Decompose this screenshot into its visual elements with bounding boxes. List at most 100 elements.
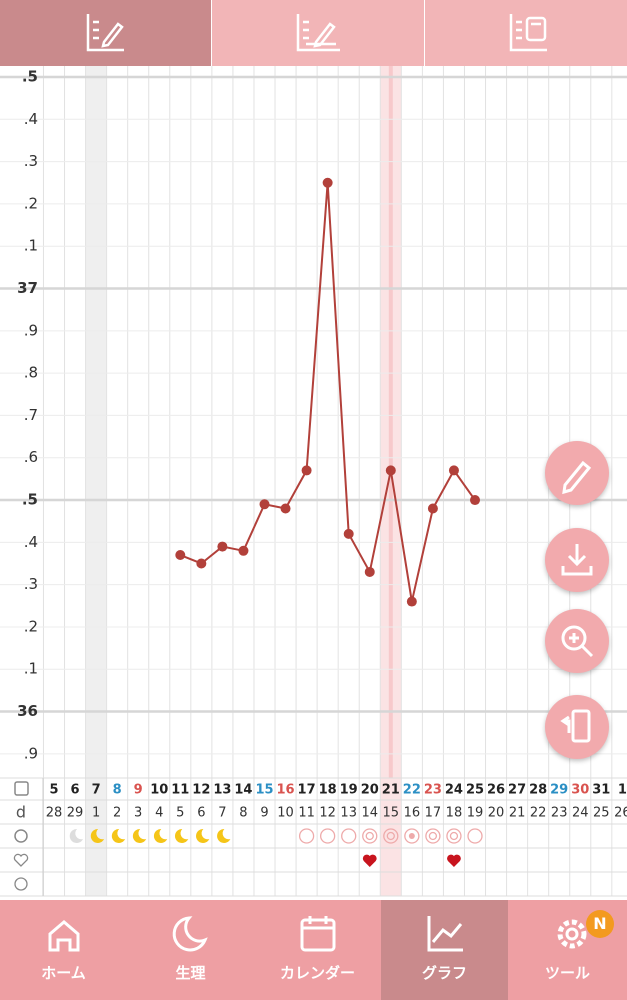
cycle-day: 25 xyxy=(593,806,610,821)
temperature-point xyxy=(406,596,417,607)
y-tick-label: .4 xyxy=(24,110,38,128)
x-tick-label: 21 xyxy=(382,783,400,798)
x-tick-label: 10 xyxy=(150,783,168,798)
temp-mark xyxy=(298,828,315,844)
temp-mark xyxy=(383,828,399,844)
x-tick-label: 15 xyxy=(255,783,273,798)
x-tick-label: 24 xyxy=(445,783,463,798)
temperature-point xyxy=(175,550,186,561)
x-tick-label: 14 xyxy=(234,783,252,798)
nav-label: ツール xyxy=(544,964,590,982)
temp-mark xyxy=(341,828,357,844)
temp-mark xyxy=(428,831,438,841)
temp-mark xyxy=(362,828,378,844)
column-shade xyxy=(85,66,107,896)
y-tick-label: .2 xyxy=(24,194,38,212)
temperature-point xyxy=(259,499,270,510)
temperature-point xyxy=(343,528,354,539)
y-tick-label: .8 xyxy=(24,364,38,382)
x-tick-label: 22 xyxy=(403,783,421,798)
cycle-day: 14 xyxy=(361,806,378,821)
chart-tab[interactable] xyxy=(0,0,211,66)
cycle-day: 6 xyxy=(197,806,205,821)
cycle-day: 18 xyxy=(446,806,463,821)
x-tick-label: 7 xyxy=(92,783,101,798)
y-tick-label: .6 xyxy=(24,448,38,466)
cycle-day: 22 xyxy=(530,806,547,821)
moon-icon xyxy=(196,828,210,843)
x-tick-label: 16 xyxy=(277,783,295,798)
icon xyxy=(562,460,592,495)
icon xyxy=(561,544,593,576)
cycle-day: 20 xyxy=(488,806,505,821)
y-tick-label: 36 xyxy=(17,702,38,720)
nav-home[interactable]: ホーム xyxy=(0,900,127,1000)
tab-icon xyxy=(296,14,340,52)
cycle-day: 28 xyxy=(46,806,63,821)
x-tick-label: 12 xyxy=(192,783,210,798)
y-tick-label: .3 xyxy=(24,575,38,593)
nav-calendar[interactable]: カレンダー xyxy=(254,900,381,1000)
moon-icon xyxy=(132,828,147,843)
nav-label: カレンダー xyxy=(279,964,355,982)
moon-icon xyxy=(90,828,105,843)
cycle-day: 21 xyxy=(509,806,526,821)
moon-icon xyxy=(69,828,84,843)
icon xyxy=(557,919,587,949)
heart-icon xyxy=(362,854,377,867)
icon xyxy=(427,916,463,952)
chart-tab[interactable] xyxy=(425,0,627,66)
temperature-point xyxy=(385,465,396,476)
cycle-day: 17 xyxy=(425,806,442,821)
y-tick-label: .7 xyxy=(24,406,38,424)
icon xyxy=(172,916,208,952)
nav-label: ホーム xyxy=(41,964,86,982)
cycle-day: 11 xyxy=(298,806,315,821)
x-tick-label: 18 xyxy=(319,783,337,798)
tab-icon xyxy=(509,14,547,52)
temperature-point xyxy=(427,503,438,514)
x-tick-label: 31 xyxy=(592,783,610,798)
row-icon xyxy=(13,853,29,867)
temperature-point xyxy=(448,465,459,476)
chart-tab[interactable] xyxy=(212,0,424,66)
moon-icon xyxy=(217,828,231,843)
temperature-line xyxy=(179,182,476,602)
icon xyxy=(561,625,594,658)
moon-icon xyxy=(153,828,168,843)
edit-button[interactable] xyxy=(545,441,609,505)
y-tick-label: .2 xyxy=(24,617,38,635)
row-icon xyxy=(14,829,28,843)
x-tick-label: 28 xyxy=(529,783,547,798)
rotate-button[interactable] xyxy=(545,695,609,759)
calendar-icon xyxy=(14,781,29,796)
cycle-day: 9 xyxy=(260,806,268,821)
x-tick-label: 1 xyxy=(618,783,627,798)
x-tick-label: 13 xyxy=(213,783,231,798)
x-tick-label: 8 xyxy=(113,783,122,798)
nav-tools[interactable]: ツール N xyxy=(508,900,627,1000)
zoom-button[interactable] xyxy=(545,609,609,673)
x-tick-label: 29 xyxy=(550,783,568,798)
cycle-day: 23 xyxy=(551,806,568,821)
cycle-day: 3 xyxy=(134,806,142,821)
temperature-point xyxy=(217,541,228,552)
y-tick-label: .1 xyxy=(24,237,38,255)
cycle-day: 16 xyxy=(404,806,421,821)
nav-period[interactable]: 生理 xyxy=(127,900,254,1000)
y-tick-label: .5 xyxy=(22,68,38,86)
download-button[interactable] xyxy=(545,528,609,592)
y-tick-label: .9 xyxy=(24,321,38,339)
temp-mark xyxy=(386,831,395,841)
temp-mark xyxy=(404,828,420,844)
icon xyxy=(560,709,591,743)
badge: N xyxy=(586,910,614,938)
y-tick-label: .1 xyxy=(24,660,38,678)
x-tick-label: 26 xyxy=(487,783,505,798)
cycle-day: 19 xyxy=(467,806,484,821)
nav-graph[interactable]: グラフ xyxy=(381,900,508,1000)
cycle-day: 1 xyxy=(92,806,100,821)
chart: .5.4.3.2.137.9.8.7.6.5.4.3.2.136.9d52862… xyxy=(0,66,627,897)
x-tick-label: 20 xyxy=(361,783,379,798)
cycle-day: 29 xyxy=(67,806,84,821)
